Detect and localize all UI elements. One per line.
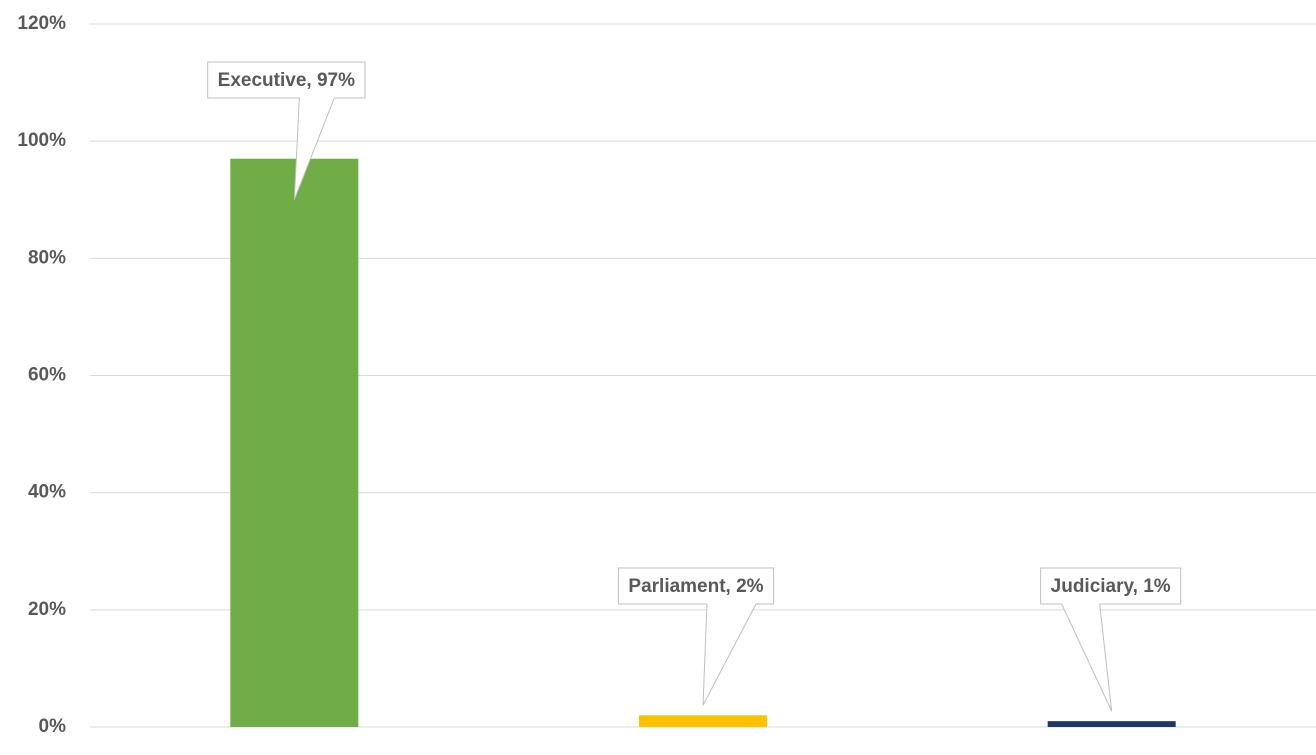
bar bbox=[639, 715, 767, 727]
data-label-callout bbox=[617, 567, 775, 706]
y-tick-label: 40% bbox=[28, 482, 66, 503]
data-label-callout bbox=[207, 61, 366, 200]
y-tick-label: 0% bbox=[39, 716, 67, 737]
bar bbox=[230, 158, 359, 727]
y-tick-label: 120% bbox=[17, 13, 66, 34]
y-tick-label: 80% bbox=[28, 247, 66, 268]
y-tick-label: 100% bbox=[17, 130, 66, 151]
data-label: Judiciary, 1% bbox=[1051, 576, 1171, 597]
y-tick-label: 60% bbox=[28, 365, 66, 386]
data-label: Executive, 97% bbox=[218, 70, 355, 91]
data-label-callout bbox=[1040, 567, 1182, 712]
y-tick-label: 20% bbox=[28, 599, 66, 620]
data-label: Parliament, 2% bbox=[628, 576, 763, 597]
bar bbox=[1047, 721, 1176, 727]
